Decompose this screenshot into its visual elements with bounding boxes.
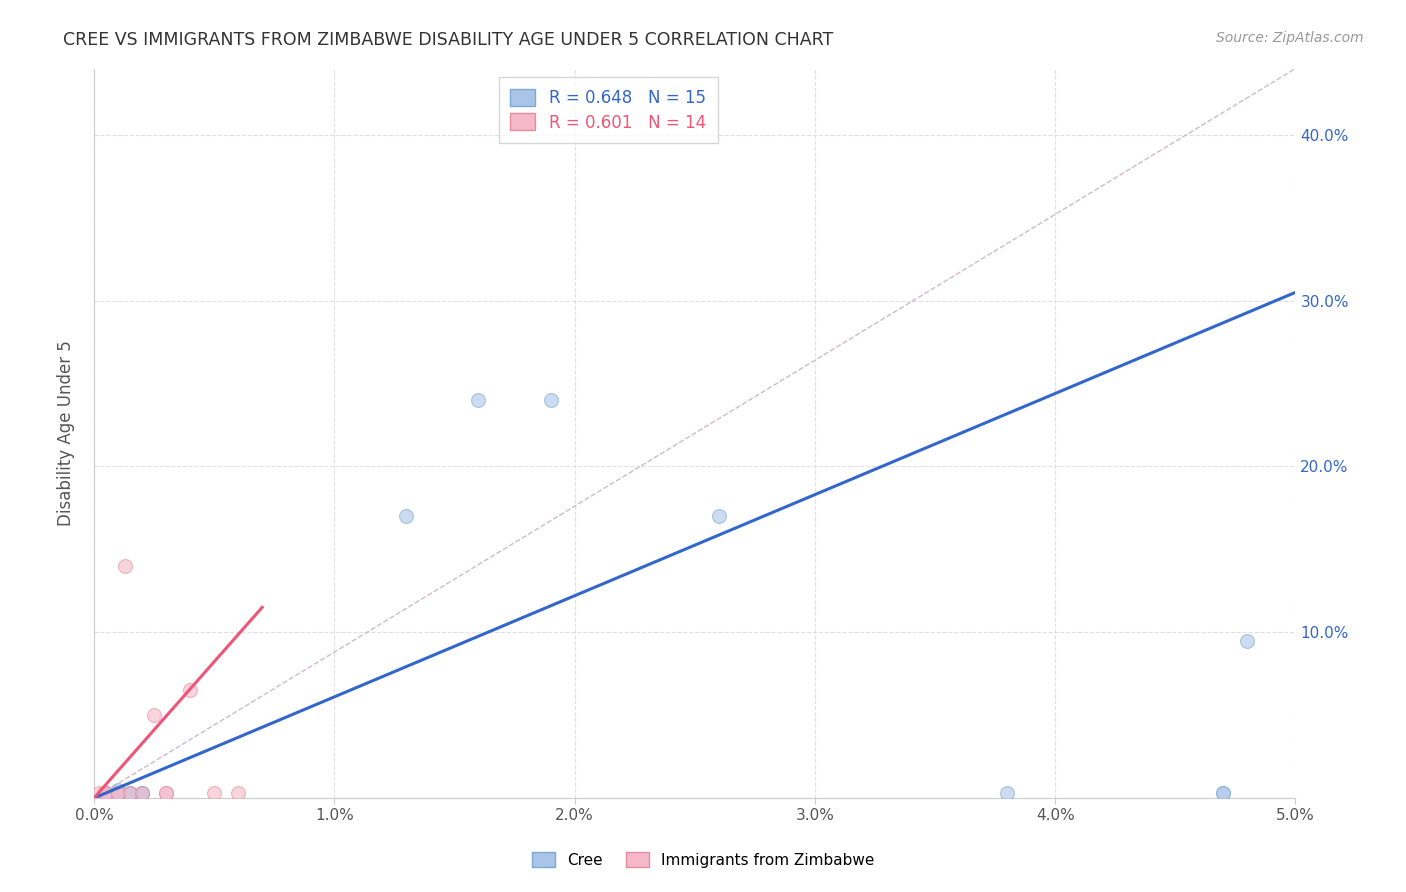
- Point: [93, 786, 115, 800]
- Point: [995, 786, 1018, 800]
- Point: [114, 558, 136, 573]
- Point: [94, 786, 117, 800]
- Point: [202, 786, 225, 800]
- Point: [1236, 633, 1258, 648]
- Point: [118, 786, 141, 800]
- Point: [107, 786, 129, 800]
- Point: [155, 786, 177, 800]
- Point: [467, 393, 489, 408]
- Point: [107, 782, 129, 797]
- Point: [131, 786, 153, 800]
- Text: Source: ZipAtlas.com: Source: ZipAtlas.com: [1216, 31, 1364, 45]
- Point: [131, 786, 153, 800]
- Point: [226, 786, 249, 800]
- Point: [155, 786, 177, 800]
- Point: [1212, 786, 1234, 800]
- Text: CREE VS IMMIGRANTS FROM ZIMBABWE DISABILITY AGE UNDER 5 CORRELATION CHART: CREE VS IMMIGRANTS FROM ZIMBABWE DISABIL…: [63, 31, 834, 49]
- Point: [118, 786, 141, 800]
- Y-axis label: Disability Age Under 5: Disability Age Under 5: [58, 341, 75, 526]
- Legend: R = 0.648   N = 15, R = 0.601   N = 14: R = 0.648 N = 15, R = 0.601 N = 14: [499, 77, 717, 144]
- Point: [94, 786, 117, 800]
- Point: [1212, 786, 1234, 800]
- Point: [179, 683, 201, 698]
- Point: [118, 786, 141, 800]
- Legend: Cree, Immigrants from Zimbabwe: Cree, Immigrants from Zimbabwe: [524, 844, 882, 875]
- Point: [107, 786, 129, 800]
- Point: [107, 786, 129, 800]
- Point: [395, 509, 418, 524]
- Point: [707, 509, 730, 524]
- Point: [143, 708, 166, 723]
- Point: [540, 393, 562, 408]
- Point: [87, 786, 110, 800]
- Point: [131, 786, 153, 800]
